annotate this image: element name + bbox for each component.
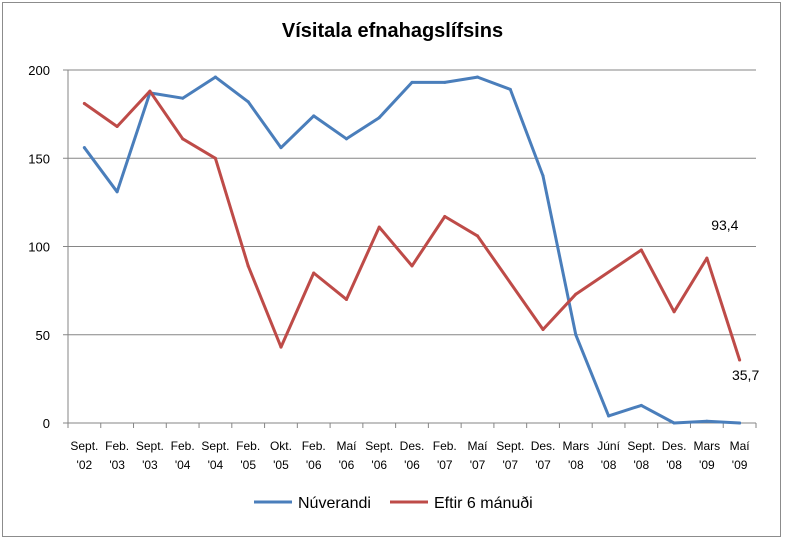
x-tick-label: '04: [175, 458, 191, 472]
data-point: [738, 358, 742, 362]
data-point: [279, 345, 283, 349]
data-label: 93,4: [711, 217, 738, 233]
x-tick-label: '07: [535, 458, 551, 472]
data-point: [312, 271, 316, 275]
x-tick-label: '06: [306, 458, 322, 472]
x-tick-label: Des.: [662, 439, 687, 453]
legend-label: Núverandi: [298, 495, 371, 512]
x-tick-label: Feb.: [433, 439, 457, 453]
x-tick-label: '09: [732, 458, 748, 472]
x-tick-label: '08: [601, 458, 617, 472]
x-tick-label: '04: [208, 458, 224, 472]
data-point: [246, 100, 250, 104]
x-tick-label: '07: [470, 458, 486, 472]
x-tick-label: '06: [404, 458, 420, 472]
data-point: [377, 116, 381, 120]
data-point: [213, 75, 217, 79]
data-point: [410, 80, 414, 84]
data-point: [541, 327, 545, 331]
x-tick-label: Feb.: [302, 439, 326, 453]
data-point: [82, 102, 86, 106]
data-point: [148, 89, 152, 93]
data-point: [344, 137, 348, 141]
chart-title: Vísitala efnahagslífsins: [281, 20, 504, 42]
data-point: [639, 248, 643, 252]
x-tick-label: Maí: [730, 439, 751, 453]
data-point: [476, 234, 480, 238]
x-tick-label: '08: [666, 458, 682, 472]
y-tick-label: 50: [36, 328, 50, 343]
y-tick-label: 0: [43, 416, 50, 431]
data-point: [115, 124, 119, 128]
x-tick-label: '09: [699, 458, 715, 472]
data-point: [246, 264, 250, 268]
data-point: [410, 264, 414, 268]
data-point: [672, 421, 676, 425]
y-tick-label: 150: [28, 151, 50, 166]
x-tick-label: '03: [109, 458, 125, 472]
data-point: [705, 256, 709, 260]
data-point: [312, 114, 316, 118]
data-point: [705, 419, 709, 423]
x-tick-label: Feb.: [105, 439, 129, 453]
data-point: [181, 96, 185, 100]
data-point: [82, 146, 86, 150]
data-point: [738, 421, 742, 425]
x-tick-label: Sept.: [496, 439, 524, 453]
x-tick-label: Mars: [562, 439, 589, 453]
x-tick-label: '05: [273, 458, 289, 472]
x-tick-label: '08: [568, 458, 584, 472]
series-line-eftir-6-manudi: [82, 89, 742, 362]
legend-label: Eftir 6 mánuði: [434, 495, 533, 512]
x-tick-label: Sept.: [627, 439, 655, 453]
x-tick-label: Sept.: [201, 439, 229, 453]
data-label: 35,7: [732, 367, 759, 383]
data-point: [443, 80, 447, 84]
data-point: [377, 225, 381, 229]
data-point: [574, 333, 578, 337]
x-tick-label: Sept.: [70, 439, 98, 453]
x-tick-label: Feb.: [236, 439, 260, 453]
x-tick-label: Des.: [400, 439, 425, 453]
data-point: [443, 214, 447, 218]
data-point: [574, 292, 578, 296]
x-tick-label: Des.: [531, 439, 556, 453]
data-point: [213, 156, 217, 160]
data-point: [476, 75, 480, 79]
x-tick-label: '06: [339, 458, 355, 472]
x-tick-label: Sept.: [365, 439, 393, 453]
x-tick-label: Sept.: [136, 439, 164, 453]
x-tick-label: Feb.: [171, 439, 195, 453]
data-point: [279, 146, 283, 150]
x-tick-label: Okt.: [270, 439, 292, 453]
y-tick-label: 200: [28, 63, 50, 78]
x-tick-label: '07: [502, 458, 518, 472]
x-tick-label: '07: [437, 458, 453, 472]
x-tick-label: Mars: [694, 439, 721, 453]
x-tick-label: '02: [77, 458, 93, 472]
x-tick-label: '05: [240, 458, 256, 472]
data-point: [508, 87, 512, 91]
data-point: [344, 297, 348, 301]
x-tick-label: Júní: [597, 439, 620, 453]
data-point: [639, 403, 643, 407]
data-point: [115, 190, 119, 194]
x-tick-label: '06: [371, 458, 387, 472]
data-point: [607, 414, 611, 418]
data-point: [672, 310, 676, 314]
data-point: [181, 137, 185, 141]
x-tick-label: '08: [634, 458, 650, 472]
y-tick-label: 100: [28, 240, 50, 255]
x-tick-label: '03: [142, 458, 158, 472]
data-point: [541, 174, 545, 178]
x-tick-label: Maí: [336, 439, 357, 453]
x-tick-label: Maí: [468, 439, 489, 453]
